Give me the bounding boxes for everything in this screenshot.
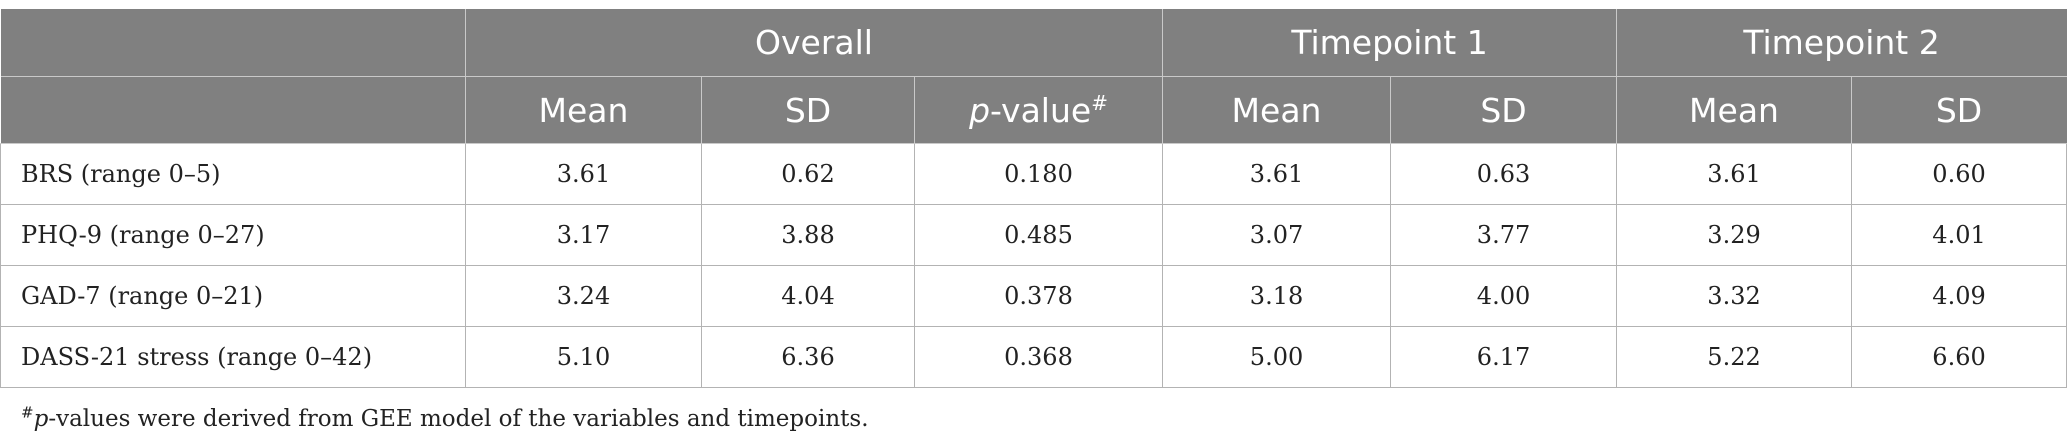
cell-overall-sd: 3.88 [701, 204, 915, 266]
sub-header-corner-cell [0, 76, 466, 144]
header-overall: Overall [464, 9, 1164, 77]
header-overall-mean: Mean [465, 76, 702, 144]
results-table: Overall Timepoint 1 Timepoint 2 Mean SD … [0, 9, 2068, 388]
header-overall-sd: SD [701, 76, 915, 144]
cell-overall-mean: 3.61 [465, 143, 702, 205]
header-corner-cell [0, 9, 466, 77]
table-row: GAD-7 (range 0–21) 3.24 4.04 0.378 3.18 … [0, 265, 2068, 327]
cell-t1-sd: 6.17 [1390, 326, 1618, 388]
cell-t2-mean: 3.32 [1616, 265, 1853, 327]
cell-t2-mean: 5.22 [1616, 326, 1853, 388]
cell-p-value: 0.378 [913, 265, 1164, 327]
cell-overall-mean: 5.10 [465, 326, 702, 388]
header-timepoint-2: Timepoint 2 [1616, 9, 2068, 77]
cell-t2-sd: 4.01 [1851, 204, 2068, 266]
p-value-suffix: -value [990, 90, 1092, 130]
cell-t1-mean: 3.61 [1162, 143, 1392, 205]
cell-overall-sd: 6.36 [701, 326, 915, 388]
cell-t1-mean: 3.07 [1162, 204, 1392, 266]
cell-p-value: 0.368 [913, 326, 1164, 388]
header-t2-mean: Mean [1616, 76, 1853, 144]
p-value-italic-p: p [969, 90, 991, 130]
table-row: BRS (range 0–5) 3.61 0.62 0.180 3.61 0.6… [0, 143, 2068, 205]
cell-t2-mean: 3.29 [1616, 204, 1853, 266]
cell-overall-sd: 4.04 [701, 265, 915, 327]
cell-overall-mean: 3.24 [465, 265, 702, 327]
cell-t2-sd: 0.60 [1851, 143, 2068, 205]
footnote-italic-p: p [33, 406, 49, 432]
footnote-text: -values were derived from GEE model of t… [48, 406, 869, 432]
group-header-row: Overall Timepoint 1 Timepoint 2 [0, 9, 2068, 77]
table-header: Overall Timepoint 1 Timepoint 2 Mean SD … [0, 9, 2068, 144]
header-timepoint-1: Timepoint 1 [1162, 9, 1618, 77]
table-footnote: #p-values were derived from GEE model of… [21, 403, 869, 432]
table-row: PHQ-9 (range 0–27) 3.17 3.88 0.485 3.07 … [0, 204, 2068, 266]
footnote-mark: # [21, 403, 34, 422]
cell-t1-mean: 3.18 [1162, 265, 1392, 327]
results-table-container: Overall Timepoint 1 Timepoint 2 Mean SD … [0, 9, 2068, 388]
sub-header-row: Mean SD p-value# Mean SD Mean SD [0, 76, 2068, 144]
cell-p-value: 0.485 [913, 204, 1164, 266]
cell-t1-mean: 5.00 [1162, 326, 1392, 388]
header-p-value: p-value# [913, 76, 1164, 144]
table-body: BRS (range 0–5) 3.61 0.62 0.180 3.61 0.6… [0, 143, 2068, 388]
cell-overall-mean: 3.17 [465, 204, 702, 266]
cell-t2-mean: 3.61 [1616, 143, 1853, 205]
row-label: DASS-21 stress (range 0–42) [0, 326, 466, 388]
cell-t1-sd: 3.77 [1390, 204, 1618, 266]
cell-t1-sd: 0.63 [1390, 143, 1618, 205]
p-value-footnote-mark: # [1091, 90, 1108, 115]
table-row: DASS-21 stress (range 0–42) 5.10 6.36 0.… [0, 326, 2068, 388]
header-t1-sd: SD [1390, 76, 1618, 144]
header-t2-sd: SD [1851, 76, 2068, 144]
row-label: PHQ-9 (range 0–27) [0, 204, 466, 266]
cell-t1-sd: 4.00 [1390, 265, 1618, 327]
header-t1-mean: Mean [1162, 76, 1392, 144]
row-label: GAD-7 (range 0–21) [0, 265, 466, 327]
cell-overall-sd: 0.62 [701, 143, 915, 205]
cell-t2-sd: 6.60 [1851, 326, 2068, 388]
row-label: BRS (range 0–5) [0, 143, 466, 205]
cell-p-value: 0.180 [913, 143, 1164, 205]
cell-t2-sd: 4.09 [1851, 265, 2068, 327]
